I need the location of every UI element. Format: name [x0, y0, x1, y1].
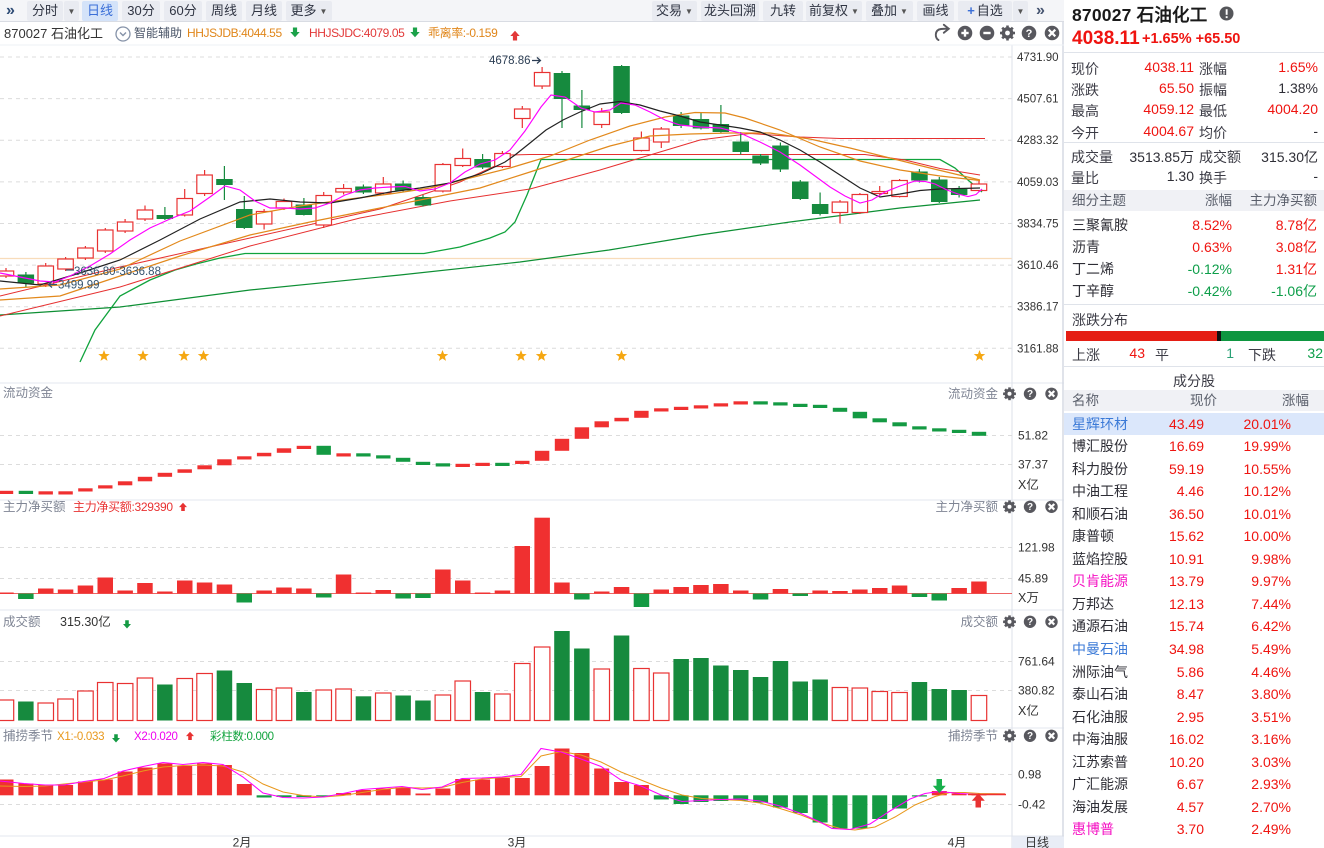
svg-text:45.89: 45.89: [1018, 572, 1048, 586]
svg-text:380.82: 380.82: [1018, 684, 1055, 698]
svg-text:761.64: 761.64: [1018, 655, 1055, 669]
svg-text:X1:-0.033: X1:-0.033: [57, 731, 104, 743]
svg-text:-0.42: -0.42: [1018, 798, 1046, 812]
svg-text:3161.88: 3161.88: [1017, 343, 1059, 355]
svg-text:3610.46: 3610.46: [1017, 260, 1059, 272]
svg-text:主力净买额: 主力净买额: [3, 500, 66, 514]
svg-text:?: ?: [1027, 389, 1033, 400]
svg-text:4283.32: 4283.32: [1017, 135, 1059, 147]
svg-text:X2:0.020: X2:0.020: [134, 731, 178, 743]
svg-text:4月: 4月: [948, 836, 967, 848]
svg-text:3834.75: 3834.75: [1017, 219, 1059, 231]
svg-text:4731.90: 4731.90: [1017, 52, 1059, 64]
svg-text:主力净买额:329390: 主力净买额:329390: [73, 500, 173, 514]
svg-text:主力净买额: 主力净买额: [935, 500, 998, 514]
svg-text:?: ?: [1027, 617, 1033, 628]
svg-text:121.98: 121.98: [1018, 541, 1055, 555]
svg-text:流动资金: 流动资金: [948, 386, 999, 401]
svg-text:3636.80-3636.88: 3636.80-3636.88: [74, 266, 161, 278]
svg-text:4507.61: 4507.61: [1017, 94, 1059, 106]
svg-text:彩柱数:0.000: 彩柱数:0.000: [210, 729, 274, 743]
svg-text:?: ?: [1027, 502, 1033, 513]
svg-text:日线: 日线: [1025, 836, 1049, 848]
svg-text:4059.03: 4059.03: [1017, 177, 1059, 189]
svg-text:51.82: 51.82: [1018, 429, 1048, 443]
svg-text:成交额: 成交额: [3, 614, 41, 629]
svg-text:3386.17: 3386.17: [1017, 302, 1059, 314]
svg-text:2月: 2月: [233, 836, 252, 848]
svg-text:捕捞季节: 捕捞季节: [948, 728, 998, 743]
svg-text:流动资金: 流动资金: [3, 385, 54, 400]
svg-text:?: ?: [1026, 28, 1033, 40]
svg-text:捕捞季节: 捕捞季节: [3, 728, 53, 743]
svg-text:X亿: X亿: [1018, 703, 1039, 718]
svg-text:X亿: X亿: [1018, 477, 1039, 492]
svg-text:37.37: 37.37: [1018, 458, 1048, 472]
svg-text:成交额: 成交额: [960, 614, 998, 629]
svg-text:3月: 3月: [508, 836, 527, 848]
svg-text:315.30亿: 315.30亿: [60, 614, 111, 629]
svg-text:?: ?: [1027, 731, 1033, 742]
svg-text:3499.99: 3499.99: [58, 280, 100, 292]
svg-text:0.98: 0.98: [1018, 768, 1042, 782]
svg-text:X万: X万: [1018, 591, 1039, 605]
svg-text:4678.86: 4678.86: [489, 55, 531, 67]
